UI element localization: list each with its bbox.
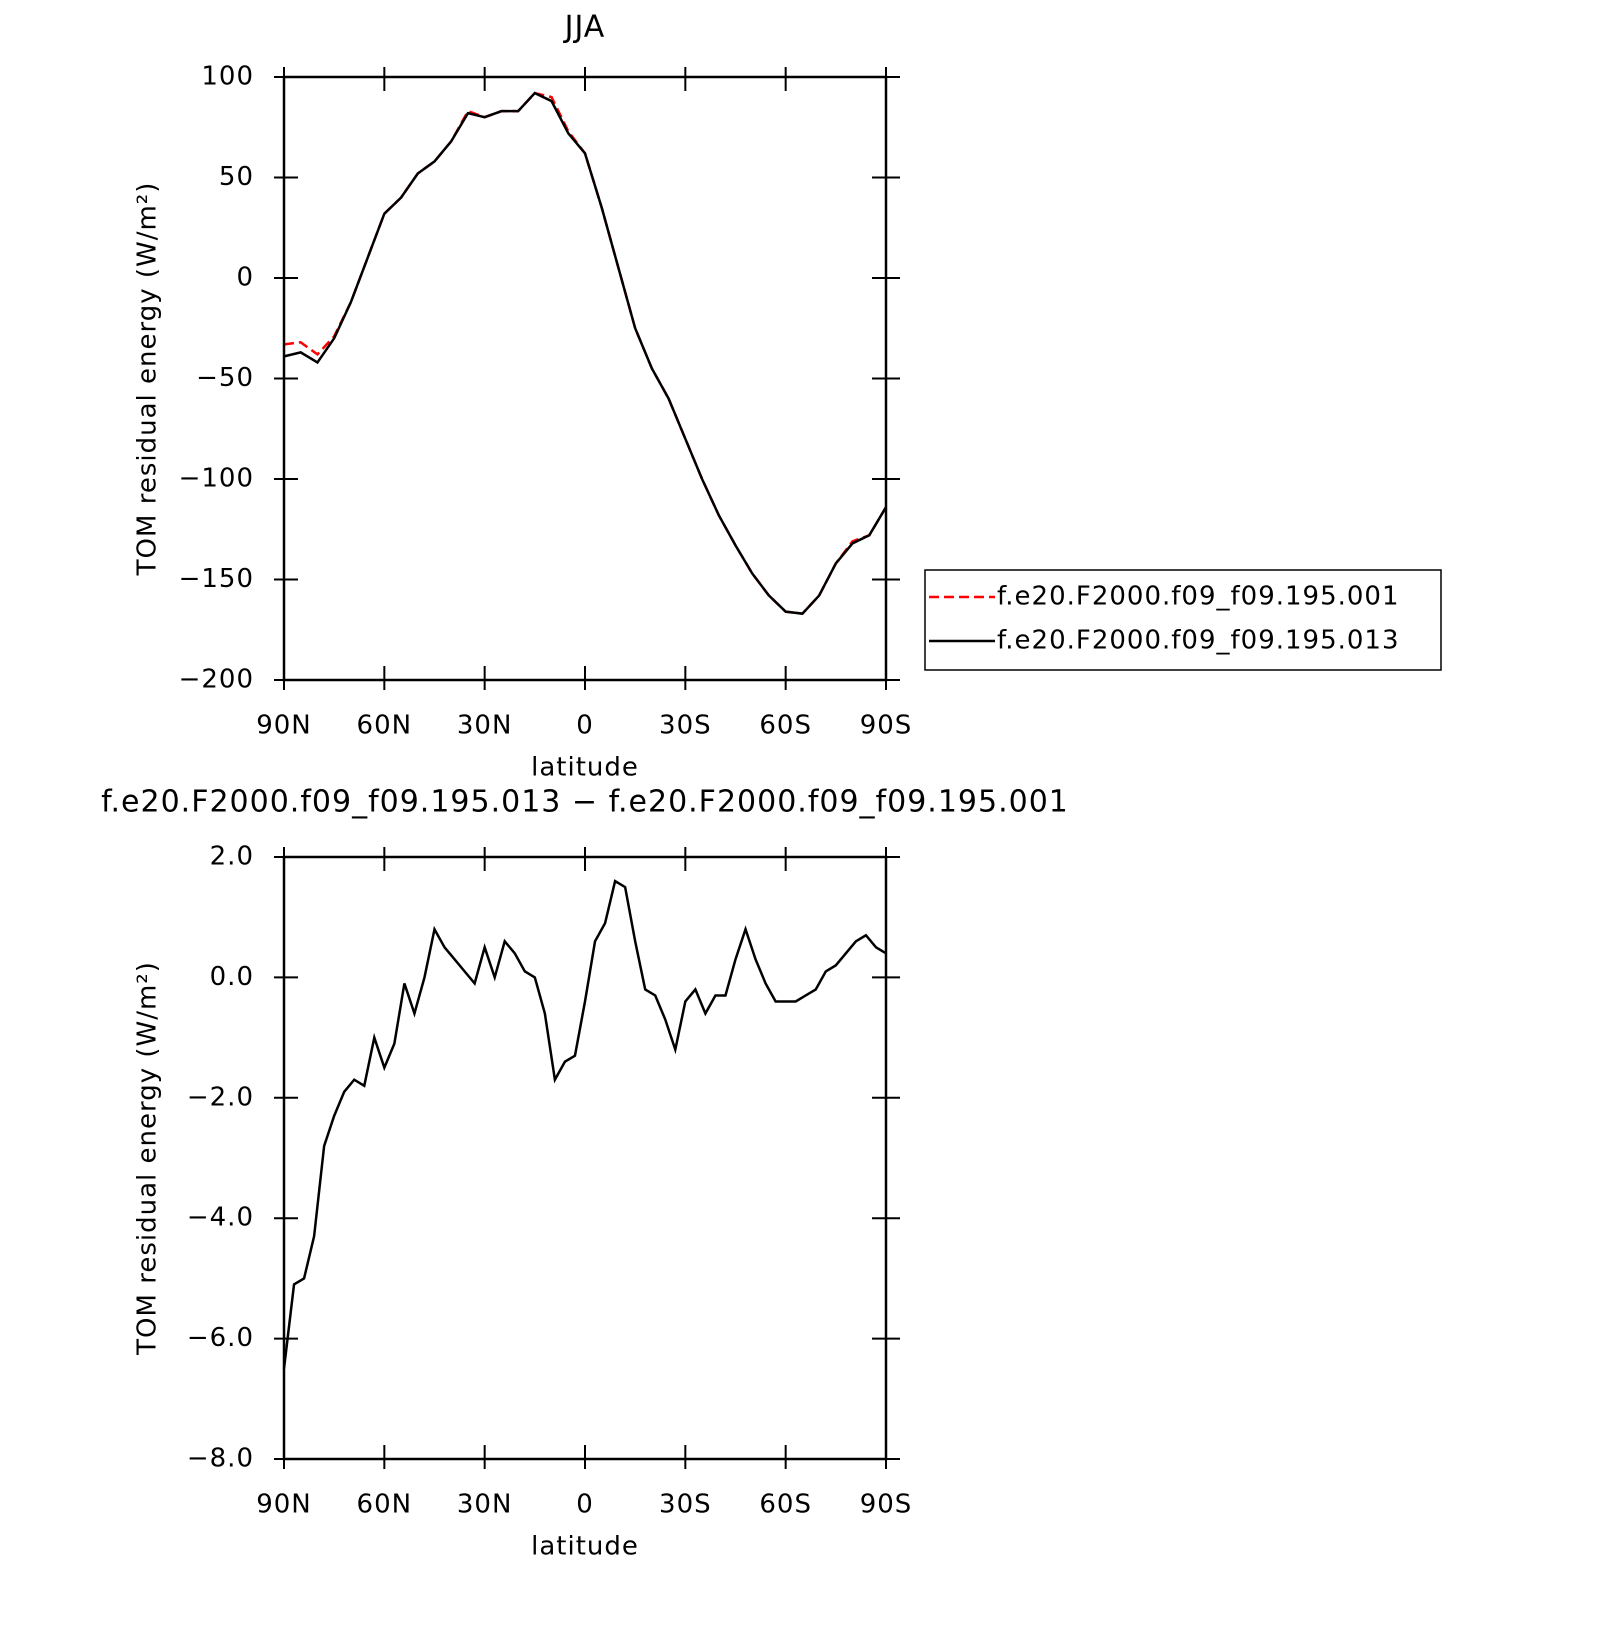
plot-frame xyxy=(282,855,888,1461)
y-tick-label: −4.0 xyxy=(187,1203,254,1233)
legend-label: f.e20.F2000.f09_f09.195.013 xyxy=(997,626,1400,656)
y-tick-label: −6.0 xyxy=(187,1323,254,1353)
y-tick-label: 0 xyxy=(236,263,254,293)
x-tick-label: 30S xyxy=(659,1490,712,1520)
data-line xyxy=(282,879,887,1369)
plot-frame xyxy=(282,75,888,682)
x-tick-label: 60N xyxy=(357,1490,413,1520)
y-tick-label: −200 xyxy=(179,665,254,695)
x-tick-label: 0 xyxy=(576,711,594,741)
x-tick-label: 30N xyxy=(457,711,513,741)
x-tick-label: 0 xyxy=(576,1490,594,1520)
y-tick-label: −100 xyxy=(179,464,254,494)
x-tick-label: 30N xyxy=(457,1490,513,1520)
chart-title: f.e20.F2000.f09_f09.195.013 − f.e20.F200… xyxy=(101,785,1069,820)
legend-label: f.e20.F2000.f09_f09.195.001 xyxy=(997,582,1400,612)
x-tick-label: 60S xyxy=(759,1490,812,1520)
x-tick-label: 60N xyxy=(357,711,413,741)
data-line xyxy=(283,91,888,615)
y-axis-label: TOM residual energy (W/m²) xyxy=(133,961,163,1356)
data-line xyxy=(283,91,888,615)
x-axis-label: latitude xyxy=(531,753,639,783)
x-tick-label: 90N xyxy=(256,1490,312,1520)
x-tick-label: 60S xyxy=(759,711,812,741)
x-tick-label: 90S xyxy=(860,711,913,741)
y-tick-label: −150 xyxy=(179,564,254,594)
y-tick-label: 0.0 xyxy=(210,962,254,992)
x-tick-label: 90S xyxy=(860,1490,913,1520)
y-tick-label: −50 xyxy=(196,363,254,393)
y-tick-label: 2.0 xyxy=(210,842,254,872)
y-axis-label: TOM residual energy (W/m²) xyxy=(133,182,163,577)
x-tick-label: 90N xyxy=(256,711,312,741)
x-tick-label: 30S xyxy=(659,711,712,741)
chart-title: JJA xyxy=(563,10,606,45)
legend-box xyxy=(924,569,1442,671)
y-tick-label: −8.0 xyxy=(187,1444,254,1474)
y-tick-label: 100 xyxy=(201,62,254,92)
y-tick-label: −2.0 xyxy=(187,1082,254,1112)
x-axis-label: latitude xyxy=(531,1532,639,1562)
y-tick-label: 50 xyxy=(219,162,254,192)
